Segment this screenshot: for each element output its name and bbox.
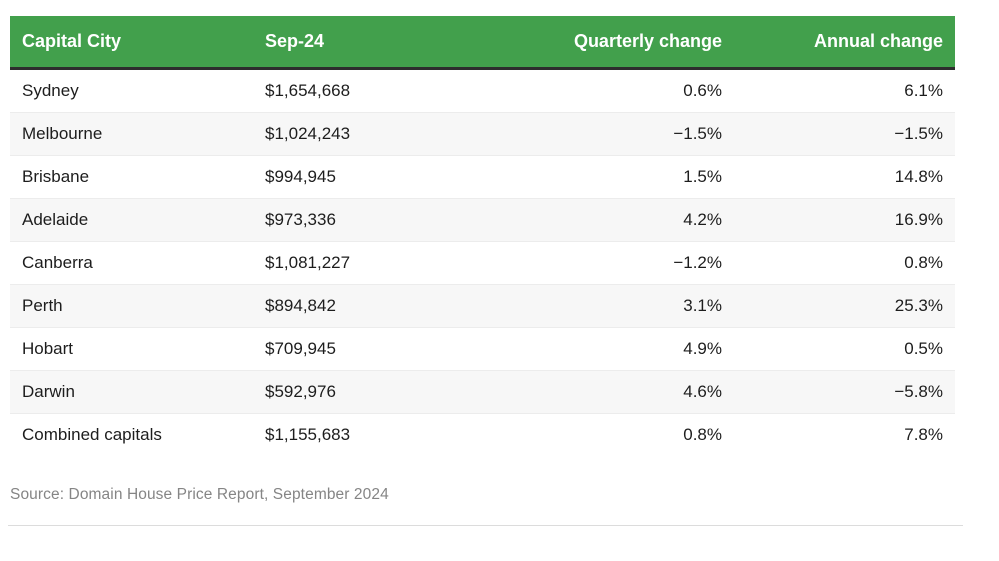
cell-price: $592,976 [253,370,499,414]
cell-quarterly: 0.8% [499,413,722,456]
cell-city: Sydney [22,81,79,100]
column-header-sep-24: Sep-24 [253,16,499,70]
table-row-perth: Perth $894,842 3.1% 25.3% [10,284,955,328]
cell-annual: 16.9% [722,198,955,242]
cell-price: $973,336 [253,198,499,242]
cell-price: $709,945 [253,327,499,371]
cell-quarterly: 4.2% [499,198,722,242]
cell-quarterly: −1.2% [499,241,722,285]
table-row-adelaide: Adelaide $973,336 4.2% 16.9% [10,198,955,242]
cell-city: Hobart [10,327,253,371]
bottom-divider [8,525,963,526]
cell-city: Adelaide [10,198,253,242]
cell-annual: −1.5% [722,112,955,156]
cell-annual: 0.8% [722,241,955,285]
cell-quarterly: −1.5% [499,112,722,156]
cell-quarterly: 4.6% [499,370,722,414]
house-price-table: Capital City Sep-24 Quarterly change Ann… [10,16,955,456]
report-table-page: Capital City Sep-24 Quarterly change Ann… [8,16,963,526]
table-body: Sydney $1,654,668 0.6% 6.1% Melbourne $1… [10,69,955,456]
cell-quarterly: 4.9% [499,327,722,371]
cell-city: Melbourne [10,112,253,156]
cell-quarterly: 3.1% [499,284,722,328]
cell-price: $1,081,227 [253,241,499,285]
cell-annual: 0.5% [722,327,955,371]
table-header: Capital City Sep-24 Quarterly change Ann… [10,16,955,70]
cell-city: Canberra [10,241,253,285]
table-row-melbourne: Melbourne $1,024,243 −1.5% −1.5% [10,112,955,156]
cell-price: $1,654,668 [265,81,351,100]
column-header-quarterly-change: Quarterly change [499,16,722,70]
cell-city: Perth [10,284,253,328]
cell-city: Combined capitals [10,413,253,456]
column-header-capital-city: Capital City [10,16,253,70]
cell-city: Brisbane [10,155,253,199]
cell-annual: 6.1% [904,81,943,100]
cell-price: $1,155,683 [253,413,499,456]
cell-quarterly: 1.5% [499,155,722,199]
table-row-canberra: Canberra $1,081,227 −1.2% 0.8% [10,241,955,285]
cell-price: $894,842 [253,284,499,328]
cell-price: $1,024,243 [253,112,499,156]
cell-quarterly: 0.6% [683,81,722,100]
table-row-hobart: Hobart $709,945 4.9% 0.5% [10,327,955,371]
table-row-sydney: Sydney $1,654,668 0.6% 6.1% [10,69,955,113]
table-row-darwin: Darwin $592,976 4.6% −5.8% [10,370,955,414]
column-header-annual-change: Annual change [722,16,955,70]
table-row-combined-capitals: Combined capitals $1,155,683 0.8% 7.8% [10,413,955,456]
table-row-brisbane: Brisbane $994,945 1.5% 14.8% [10,155,955,199]
cell-price: $994,945 [253,155,499,199]
cell-annual: 7.8% [722,413,955,456]
cell-city: Darwin [10,370,253,414]
source-note: Source: Domain House Price Report, Septe… [10,486,389,503]
cell-annual: 25.3% [722,284,955,328]
cell-annual: −5.8% [722,370,955,414]
cell-annual: 14.8% [722,155,955,199]
header-row: Capital City Sep-24 Quarterly change Ann… [10,16,955,70]
